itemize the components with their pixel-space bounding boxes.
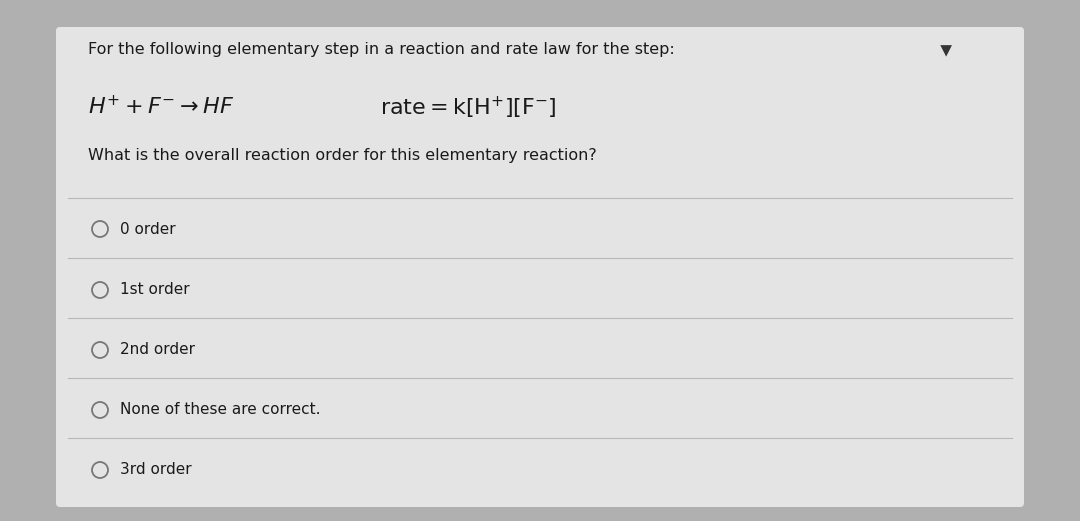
Text: 3rd order: 3rd order — [120, 463, 191, 478]
FancyBboxPatch shape — [56, 27, 1024, 507]
Text: For the following elementary step in a reaction and rate law for the step:: For the following elementary step in a r… — [87, 42, 675, 57]
Text: ▲: ▲ — [940, 42, 951, 57]
Text: 2nd order: 2nd order — [120, 342, 195, 357]
Text: $\mathit{H}^{+} + \mathit{F}^{-} \rightarrow \mathit{HF}$: $\mathit{H}^{+} + \mathit{F}^{-} \righta… — [87, 95, 234, 118]
Text: $\mathrm{rate} = \mathrm{k[H}^{+}\mathrm{][F}^{-}\mathrm{]}$: $\mathrm{rate} = \mathrm{k[H}^{+}\mathrm… — [380, 95, 556, 121]
Text: What is the overall reaction order for this elementary reaction?: What is the overall reaction order for t… — [87, 148, 597, 163]
Text: None of these are correct.: None of these are correct. — [120, 403, 321, 417]
Text: 0 order: 0 order — [120, 221, 176, 237]
Text: 1st order: 1st order — [120, 282, 190, 297]
